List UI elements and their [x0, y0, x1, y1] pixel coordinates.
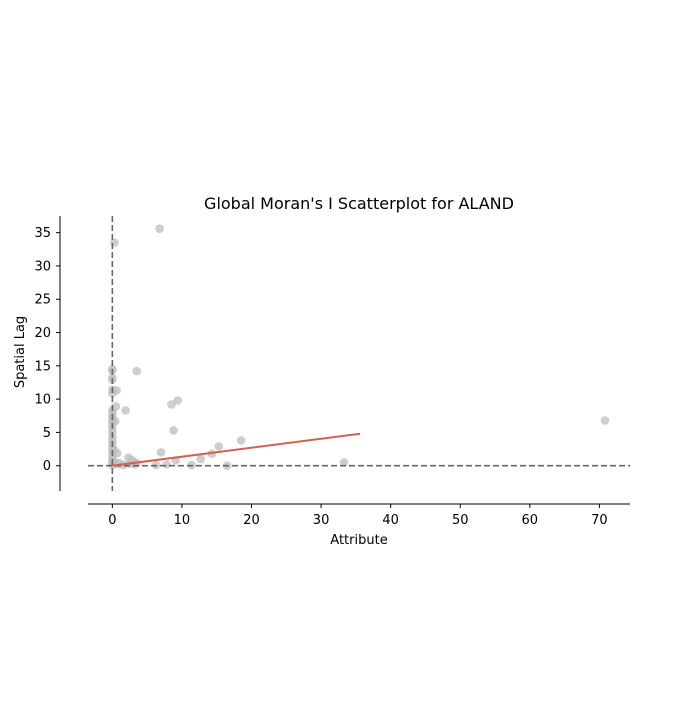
fit-line: [112, 432, 361, 467]
y-tick-label: 15: [34, 359, 51, 374]
data-point: [236, 436, 246, 445]
x-tick-label: 50: [452, 513, 469, 528]
data-point: [167, 400, 176, 409]
data-point: [121, 406, 130, 415]
data-point: [169, 426, 178, 435]
data-point: [214, 442, 224, 451]
data-point: [339, 458, 349, 467]
y-tick-label: 25: [34, 293, 51, 308]
data-point: [162, 460, 171, 469]
reference-lines: [88, 216, 630, 491]
x-tick-label: 30: [313, 513, 330, 528]
y-tick-label: 35: [34, 226, 51, 241]
chart-title: Global Moran's I Scatterplot for ALAND: [204, 194, 514, 213]
data-point: [112, 386, 121, 395]
y-axis-label: Spatial Lag: [13, 316, 28, 388]
axis-spines: [59, 216, 630, 505]
y-tick-label: 5: [43, 426, 51, 441]
data-point: [112, 448, 122, 458]
regression-fit: [112, 432, 361, 467]
data-point: [173, 396, 183, 405]
x-axis-label: Attribute: [330, 533, 387, 548]
y-tick-label: 0: [43, 459, 51, 474]
data-point: [132, 366, 142, 376]
x-tick-label: 40: [382, 513, 399, 528]
data-point: [156, 448, 166, 457]
x-tick-label: 0: [108, 513, 116, 528]
y-tick-label: 20: [34, 326, 51, 341]
data-point: [155, 224, 164, 233]
data-point: [196, 454, 206, 464]
y-tick-label: 30: [34, 259, 51, 274]
x-tick-label: 60: [522, 513, 539, 528]
x-tick-label: 20: [243, 513, 260, 528]
x-tick-label: 10: [174, 513, 191, 528]
x-tick-label: 70: [591, 513, 608, 528]
y-tick-label: 10: [34, 393, 51, 408]
data-point: [111, 402, 121, 411]
data-point: [600, 416, 610, 425]
axis-ticks: 0 10 20 30 40 50 60 70 0 5 10 15 20 25 30 35: [34, 226, 607, 528]
data-point: [110, 238, 119, 247]
